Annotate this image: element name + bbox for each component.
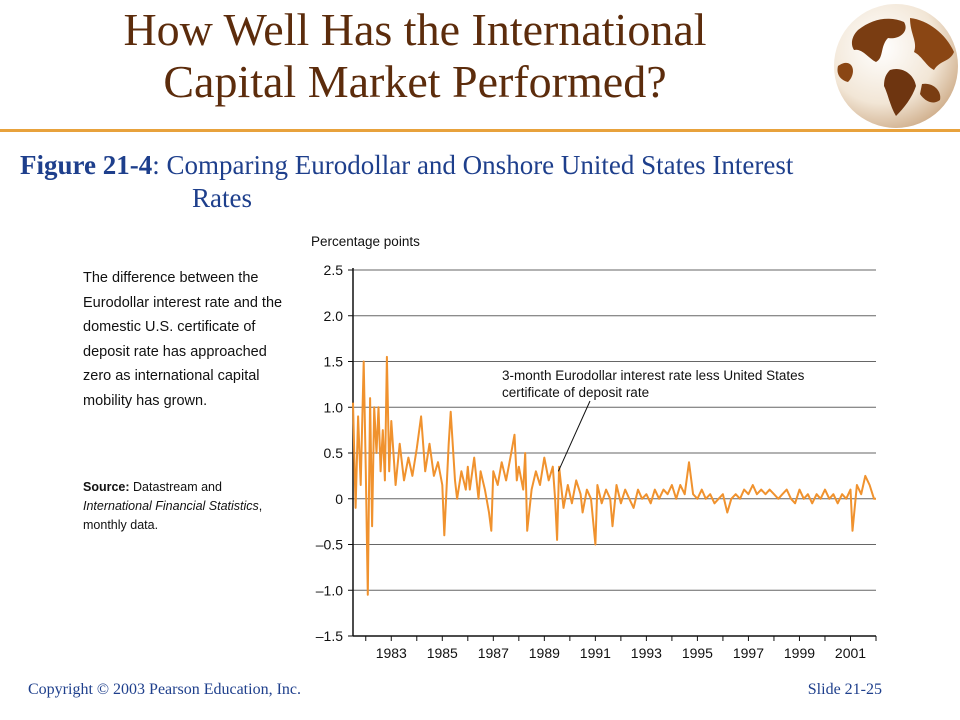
y-tick-label: 1.0 bbox=[324, 399, 344, 415]
slide-title-line-1: How Well Has the International bbox=[123, 4, 707, 55]
y-axis-label: Percentage points bbox=[311, 234, 420, 249]
x-tick-label: 1997 bbox=[733, 645, 764, 661]
annotation-text-line-1: 3-month Eurodollar interest rate less Un… bbox=[502, 368, 805, 383]
x-tick-label: 1999 bbox=[784, 645, 815, 661]
x-tick-label: 1985 bbox=[427, 645, 458, 661]
figure-title-line-1: Comparing Eurodollar and Onshore United … bbox=[166, 150, 794, 180]
source-text-1: Datastream and bbox=[129, 480, 222, 494]
y-tick-label: 0.5 bbox=[324, 445, 344, 461]
figure-note: The difference between the Eurodollar in… bbox=[83, 270, 283, 409]
y-tick-label: –1.0 bbox=[316, 582, 343, 598]
footer-copyright: Copyright © 2003 Pearson Education, Inc. bbox=[28, 681, 301, 698]
figure-label: Figure 21-4 bbox=[20, 150, 153, 180]
annotation-text-line-2: certificate of deposit rate bbox=[502, 385, 649, 400]
source-text-2: , monthly data. bbox=[83, 499, 263, 532]
globe-icon bbox=[834, 4, 958, 128]
x-tick-label: 2001 bbox=[835, 645, 866, 661]
series-line bbox=[352, 355, 876, 596]
figure-separator: : bbox=[152, 150, 167, 180]
x-tick-label: 1991 bbox=[580, 645, 611, 661]
y-tick-label: –1.5 bbox=[316, 628, 343, 644]
y-tick-label: –0.5 bbox=[316, 537, 343, 553]
x-tick-label: 1989 bbox=[529, 645, 560, 661]
figure-title-line-2: Rates bbox=[192, 183, 252, 213]
figure-caption: Figure 21-4: Comparing Eurodollar and On… bbox=[20, 149, 950, 215]
x-tick-label: 1983 bbox=[376, 645, 407, 661]
x-tick-label: 1993 bbox=[631, 645, 662, 661]
x-tick-label: 1995 bbox=[682, 645, 713, 661]
source-note: Source: Datastream and International Fin… bbox=[83, 478, 283, 535]
y-tick-label: 2.5 bbox=[324, 262, 344, 278]
footer-slide-number: Slide 21-25 bbox=[807, 681, 882, 698]
y-tick-label: 0 bbox=[335, 491, 343, 507]
x-tick-label: 1987 bbox=[478, 645, 509, 661]
y-tick-label: 2.0 bbox=[324, 308, 344, 324]
slide-title: How Well Has the International Capital M… bbox=[20, 4, 810, 108]
annotation-leader-line bbox=[557, 400, 591, 472]
slide-title-line-2: Capital Market Performed? bbox=[163, 56, 667, 107]
y-tick-label: 1.5 bbox=[324, 354, 344, 370]
interest-spread-chart: Percentage points 2.5 2.0 1.5 1.0 0.5 0 –0.5 –1.… bbox=[311, 234, 877, 661]
source-label: Source: bbox=[83, 480, 130, 494]
source-italic: International Financial Statistics bbox=[83, 499, 259, 513]
title-divider bbox=[0, 129, 960, 132]
